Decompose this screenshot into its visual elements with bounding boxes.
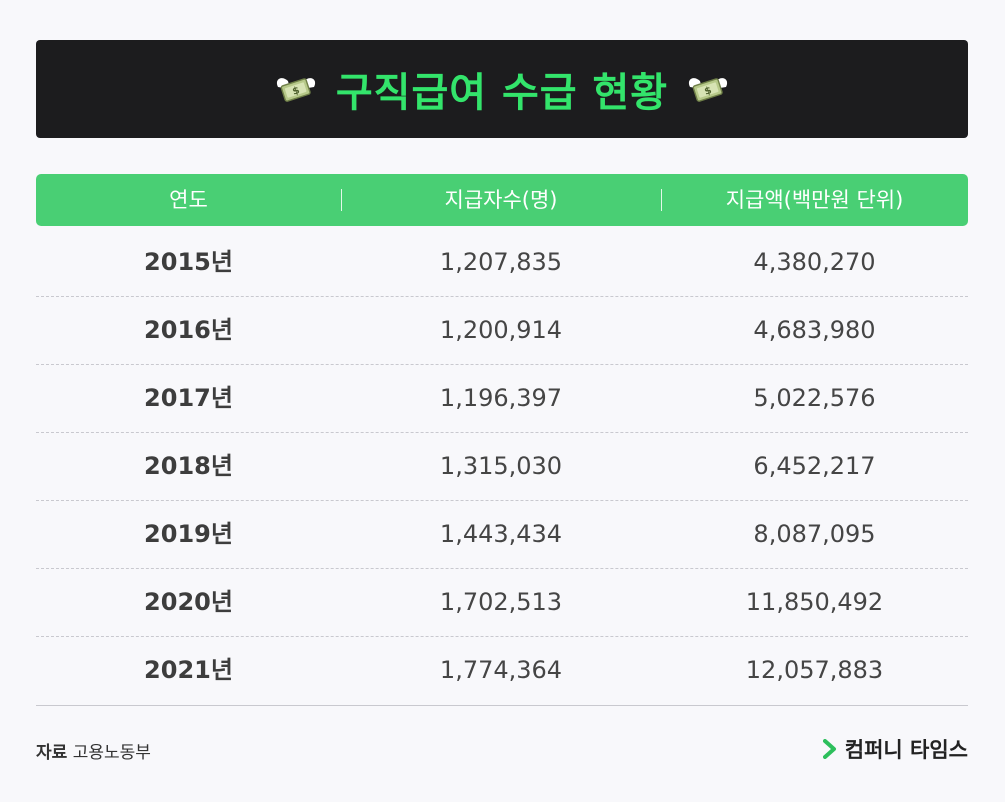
column-header-year: 연도	[169, 188, 208, 212]
row-divider	[36, 568, 968, 569]
table-row: 2015년 1,207,835 4,380,270	[36, 228, 968, 296]
cell-amount: 11,850,492	[745, 588, 884, 616]
cell-year: 2021년	[144, 656, 233, 684]
cell-amount: 8,087,095	[753, 520, 876, 548]
row-divider	[36, 636, 968, 637]
table-row: 2020년 1,702,513 11,850,492	[36, 568, 968, 636]
table-row: 2018년 1,315,030 6,452,217	[36, 432, 968, 500]
cell-recipients: 1,443,434	[439, 520, 563, 548]
cell-recipients: 1,200,914	[439, 316, 563, 344]
table-bottom-border	[36, 705, 968, 706]
row-divider	[36, 364, 968, 365]
brand-logo: 컴퍼니 타임스	[822, 734, 968, 764]
cell-year: 2018년	[144, 452, 233, 480]
table-row: 2016년 1,200,914 4,683,980	[36, 296, 968, 364]
header-divider	[661, 189, 662, 211]
table-row: 2019년 1,443,434 8,087,095	[36, 500, 968, 568]
cell-recipients: 1,774,364	[439, 656, 563, 684]
cell-amount: 5,022,576	[753, 384, 876, 412]
cell-year: 2016년	[144, 316, 233, 344]
cell-year: 2017년	[144, 384, 233, 412]
row-divider	[36, 500, 968, 501]
svg-text:$: $	[703, 85, 713, 98]
cell-amount: 4,683,980	[753, 316, 876, 344]
table-header: 연도 지급자수(명) 지급액(백만원 단위)	[36, 174, 968, 226]
title-banner: $ 구직급여 수급 현황 $	[36, 40, 968, 138]
chevron-right-icon	[822, 739, 836, 759]
cell-recipients: 1,207,835	[439, 248, 563, 276]
flying-money-icon: $	[689, 78, 728, 102]
row-divider	[36, 432, 968, 433]
table-row: 2017년 1,196,397 5,022,576	[36, 364, 968, 432]
source-label: 자료	[36, 743, 68, 763]
page-title: 구직급여 수급 현황	[335, 70, 669, 116]
header-divider	[341, 189, 342, 211]
source-note: 자료 고용노동부	[36, 738, 151, 763]
row-divider	[36, 296, 968, 297]
brand-name: 컴퍼니 타임스	[844, 738, 968, 762]
cell-recipients: 1,702,513	[439, 588, 563, 616]
cell-year: 2020년	[144, 588, 233, 616]
column-header-amount: 지급액(백만원 단위)	[725, 188, 904, 212]
cell-year: 2015년	[144, 248, 233, 276]
svg-text:$: $	[291, 85, 301, 98]
cell-amount: 6,452,217	[753, 452, 876, 480]
table-row: 2021년 1,774,364 12,057,883	[36, 636, 968, 704]
cell-amount: 12,057,883	[745, 656, 884, 684]
cell-recipients: 1,315,030	[439, 452, 563, 480]
flying-money-icon: $	[276, 78, 315, 102]
cell-year: 2019년	[144, 520, 233, 548]
column-header-recipients: 지급자수(명)	[444, 188, 558, 212]
source-value: 고용노동부	[72, 743, 151, 763]
cell-recipients: 1,196,397	[439, 384, 563, 412]
cell-amount: 4,380,270	[753, 248, 876, 276]
